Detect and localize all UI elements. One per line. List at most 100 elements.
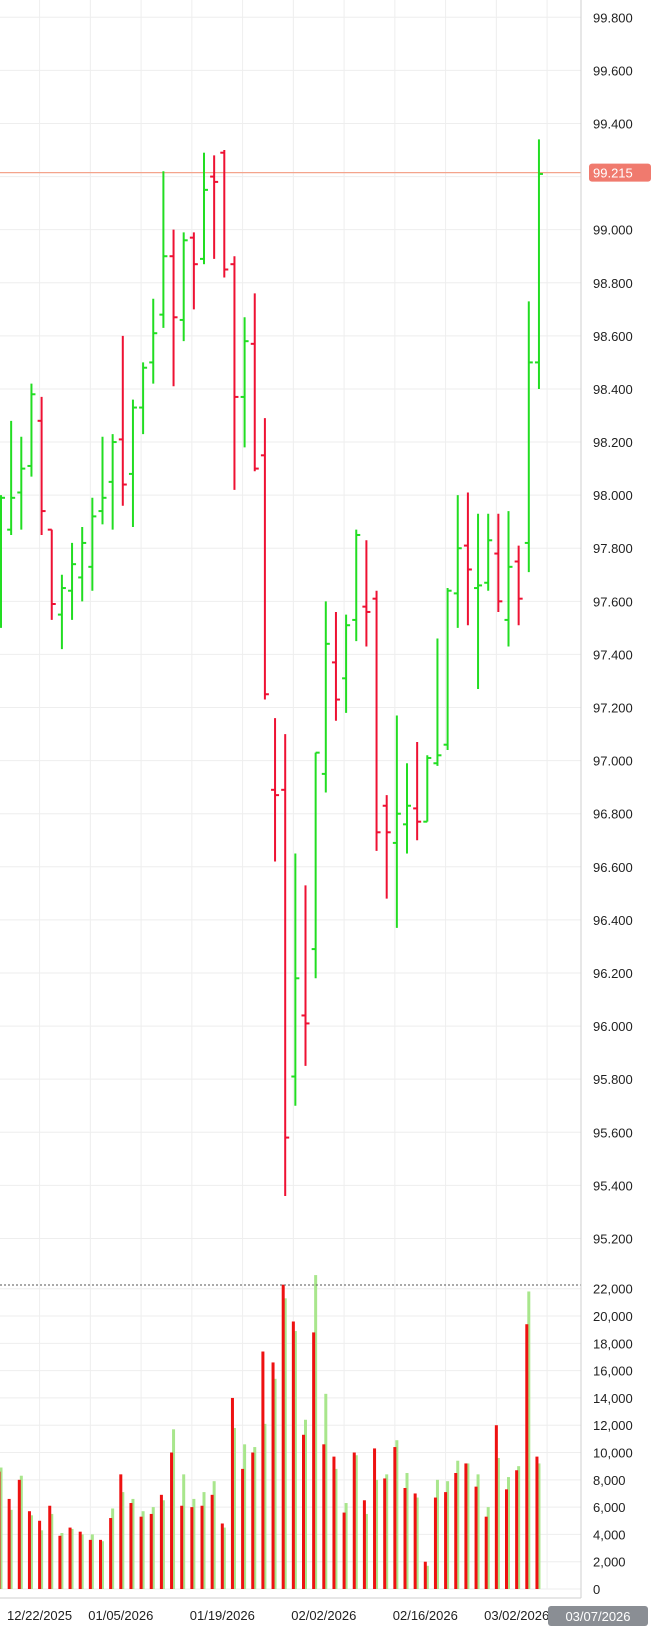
volume-bar-down[interactable] (484, 1516, 488, 1589)
volume-bar-down[interactable] (190, 1507, 194, 1589)
volume-bar-down[interactable] (393, 1447, 397, 1589)
volume-bar-up[interactable] (19, 1475, 23, 1589)
ohlc-bar[interactable] (47, 528, 56, 620)
volume-bar-down[interactable] (241, 1468, 245, 1589)
ohlc-bar[interactable] (78, 527, 87, 602)
volume-bar-up[interactable] (0, 1467, 3, 1589)
ohlc-bar[interactable] (88, 497, 97, 591)
volume-bar-down[interactable] (38, 1520, 42, 1589)
volume-bar-down[interactable] (383, 1478, 387, 1589)
volume-bar-up[interactable] (121, 1492, 125, 1589)
ohlc-bar[interactable] (534, 139, 543, 389)
ohlc-bar[interactable] (291, 853, 300, 1106)
volume-bar-up[interactable] (232, 1427, 236, 1589)
volume-bar-down[interactable] (322, 1444, 326, 1589)
volume-bar-down[interactable] (291, 1321, 295, 1589)
volume-bar-up[interactable] (354, 1455, 358, 1589)
volume-bar-up[interactable] (222, 1527, 226, 1589)
volume-bar-up[interactable] (40, 1530, 44, 1589)
volume-bar-down[interactable] (17, 1479, 21, 1589)
volume-bar-down[interactable] (454, 1472, 458, 1589)
volume-bar-up[interactable] (172, 1429, 176, 1589)
ohlc-bar[interactable] (240, 317, 249, 448)
volume-bar-down[interactable] (58, 1535, 62, 1589)
volume-bar-up[interactable] (273, 1378, 277, 1589)
ohlc-bar[interactable] (514, 545, 523, 626)
volume-bar-down[interactable] (149, 1513, 153, 1589)
volume-bar-down[interactable] (109, 1518, 113, 1589)
volume-bar-up[interactable] (9, 1509, 13, 1589)
ohlc-bar[interactable] (118, 335, 127, 506)
volume-bar-up[interactable] (192, 1498, 196, 1589)
volume-bar-down[interactable] (302, 1434, 305, 1589)
ohlc-bar[interactable] (474, 513, 483, 689)
volume-bar-up[interactable] (60, 1533, 64, 1589)
ohlc-bar[interactable] (362, 540, 371, 647)
ohlc-bar[interactable] (403, 763, 411, 854)
volume-bar-down[interactable] (88, 1539, 92, 1589)
volume-bar-down[interactable] (220, 1523, 224, 1589)
volume-bar-down[interactable] (413, 1493, 417, 1589)
volume-bar-up[interactable] (466, 1463, 470, 1589)
volume-bar-down[interactable] (332, 1456, 336, 1589)
volume-bar-up[interactable] (29, 1515, 33, 1589)
volume-bar-down[interactable] (0, 1471, 1, 1589)
volume-bar-up[interactable] (212, 1481, 216, 1589)
volume-bar-down[interactable] (312, 1332, 316, 1589)
ohlc-bar[interactable] (189, 232, 198, 310)
ohlc-bar[interactable] (271, 718, 280, 862)
ohlc-bar[interactable] (423, 755, 432, 823)
ohlc-bar[interactable] (68, 542, 77, 620)
volume-bar-down[interactable] (129, 1503, 133, 1589)
volume-bar-up[interactable] (90, 1534, 94, 1589)
ohlc-bar[interactable] (57, 574, 66, 650)
ohlc-bar[interactable] (484, 513, 493, 591)
ohlc-bar[interactable] (433, 638, 442, 766)
volume-bar-down[interactable] (261, 1351, 265, 1589)
ohlc-bar[interactable] (342, 614, 351, 713)
volume-bar-down[interactable] (159, 1494, 163, 1589)
volume-bar-down[interactable] (200, 1505, 204, 1589)
ohlc-bar[interactable] (128, 399, 137, 528)
volume-bar-up[interactable] (182, 1474, 186, 1589)
ohlc-bar[interactable] (0, 495, 5, 628)
volume-bar-down[interactable] (494, 1425, 498, 1589)
volume-bar-up[interactable] (496, 1457, 500, 1589)
ohlc-bar[interactable] (453, 495, 462, 628)
volume-bar-down[interactable] (170, 1452, 174, 1589)
ohlc-bar[interactable] (98, 436, 107, 525)
ohlc-bar[interactable] (179, 232, 188, 342)
volume-bar-up[interactable] (435, 1479, 439, 1589)
volume-bar-up[interactable] (324, 1393, 328, 1589)
volume-bar-down[interactable] (139, 1516, 143, 1589)
volume-bar-up[interactable] (364, 1513, 368, 1589)
ohlc-bar[interactable] (200, 152, 208, 265)
price-plot-area[interactable] (0, 139, 581, 1196)
volume-bar-up[interactable] (151, 1507, 155, 1589)
volume-bar-down[interactable] (68, 1527, 72, 1589)
volume-bar-up[interactable] (395, 1440, 399, 1589)
volume-bar-up[interactable] (375, 1479, 379, 1589)
volume-bar-down[interactable] (78, 1531, 82, 1589)
volume-bar-up[interactable] (385, 1474, 389, 1589)
volume-bar-down[interactable] (99, 1539, 102, 1589)
volume-bar-up[interactable] (141, 1511, 145, 1589)
volume-bar-up[interactable] (263, 1423, 267, 1589)
ohlc-bar[interactable] (7, 420, 16, 535)
volume-bar-down[interactable] (464, 1463, 468, 1589)
volume-bar-up[interactable] (517, 1466, 521, 1589)
volume-bar-down[interactable] (505, 1489, 508, 1589)
volume-bar-down[interactable] (515, 1470, 519, 1589)
ohlc-bar[interactable] (27, 383, 36, 477)
ohlc-bar[interactable] (321, 601, 330, 793)
ohlc-bar[interactable] (372, 590, 381, 851)
volume-bar-up[interactable] (161, 1500, 165, 1589)
volume-bar-up[interactable] (293, 1331, 297, 1589)
ohlc-bar[interactable] (443, 588, 452, 750)
volume-bar-down[interactable] (433, 1497, 437, 1589)
volume-bar-up[interactable] (80, 1534, 84, 1589)
volume-bar-up[interactable] (486, 1507, 490, 1589)
volume-bar-down[interactable] (535, 1456, 539, 1589)
volume-bar-up[interactable] (304, 1419, 307, 1589)
